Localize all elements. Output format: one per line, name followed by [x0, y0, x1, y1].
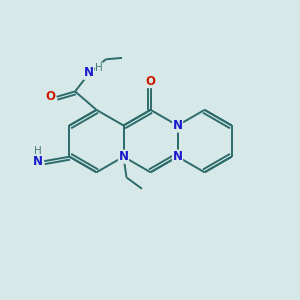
Text: N: N [118, 150, 128, 163]
Text: H: H [95, 63, 103, 73]
Text: N: N [172, 150, 183, 163]
Text: N: N [84, 66, 94, 79]
Text: N: N [172, 119, 183, 132]
Text: H: H [34, 146, 41, 156]
Text: O: O [146, 74, 156, 88]
Text: N: N [33, 154, 43, 168]
Text: O: O [45, 90, 55, 103]
